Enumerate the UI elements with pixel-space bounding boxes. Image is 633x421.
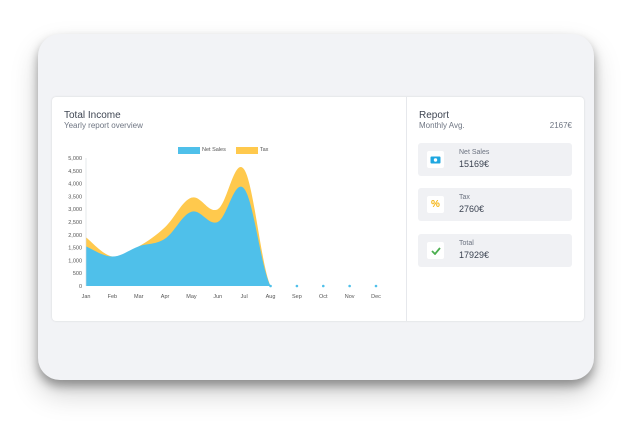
card-divider (406, 97, 407, 321)
x-tick-label: Aug (266, 294, 276, 300)
x-tick-label: Jan (82, 294, 91, 300)
x-tick-label: Apr (161, 294, 170, 300)
check-icon (427, 242, 444, 259)
x-tick-label: Mar (134, 294, 144, 300)
y-tick-label: 0 (79, 284, 82, 290)
income-subtitle: Yearly report overview (64, 121, 143, 130)
x-tick-label: Nov (345, 294, 355, 300)
legend-label-net-sales[interactable]: Net Sales (202, 147, 226, 153)
stat-value: 17929€ (459, 250, 490, 260)
income-area-chart: 0 500 1,000 1,500 2,000 2,500 3,000 3,500 4,000 4… (68, 156, 381, 300)
data-point (321, 284, 325, 288)
stat-label: Tax (459, 194, 470, 201)
x-tick-label: Jun (213, 294, 222, 300)
monthly-avg-label: Monthly Avg. (419, 121, 465, 130)
stat-total[interactable]: Total 17929€ (418, 234, 572, 267)
income-title: Total Income (64, 110, 121, 121)
x-tick-label: Jul (241, 294, 248, 300)
stat-label: Total (459, 240, 474, 247)
y-tick-label: 4,000 (68, 182, 82, 188)
stat-value: 15169€ (459, 159, 490, 169)
stat-net-sales[interactable]: Net Sales 15169€ (418, 143, 572, 176)
legend-label-tax[interactable]: Tax (259, 147, 269, 153)
x-tick-label: Sep (292, 294, 302, 300)
legend-swatch-net-sales (178, 146, 200, 154)
data-point (374, 284, 378, 288)
y-tick-label: 2,500 (68, 220, 82, 226)
data-point (295, 284, 299, 288)
y-tick-label: 5,000 (68, 156, 82, 162)
y-tick-label: 1,000 (68, 258, 82, 264)
y-tick-label: 3,000 (68, 207, 82, 213)
series-area-net-sales (86, 186, 376, 286)
y-tick-label: 500 (73, 271, 82, 277)
chart-legend: Net Sales Tax (178, 145, 278, 155)
cash-icon (427, 151, 444, 168)
y-tick-label: 4,500 (68, 169, 82, 175)
stat-tax[interactable]: % Tax 2760€ (418, 188, 572, 221)
data-point (269, 284, 272, 288)
monthly-avg-value: 2167€ (549, 121, 572, 130)
x-tick-label: Feb (108, 294, 117, 300)
y-tick-label: 2,000 (68, 233, 82, 239)
report-title: Report (419, 110, 450, 121)
x-tick-label: Oct (319, 294, 328, 300)
y-tick-label: 3,500 (68, 194, 82, 200)
stat-label: Net Sales (459, 149, 490, 156)
x-tick-label: Dec (371, 294, 381, 300)
stat-value: 2760€ (459, 204, 485, 214)
percent-icon: % (427, 196, 444, 213)
legend-swatch-tax (235, 146, 258, 154)
data-point (348, 284, 351, 288)
y-tick-label: 1,500 (68, 246, 82, 252)
x-tick-label: May (186, 294, 197, 300)
